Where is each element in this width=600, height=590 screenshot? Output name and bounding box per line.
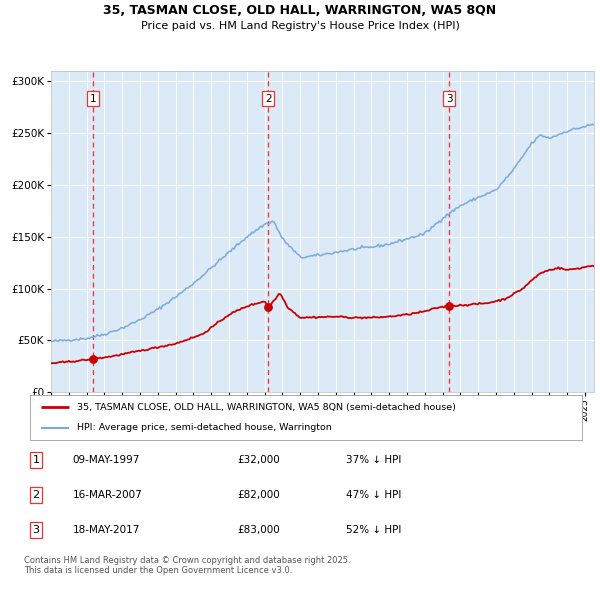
Text: Price paid vs. HM Land Registry's House Price Index (HPI): Price paid vs. HM Land Registry's House … xyxy=(140,21,460,31)
Text: 37% ↓ HPI: 37% ↓ HPI xyxy=(346,455,401,465)
Text: 1: 1 xyxy=(32,455,40,465)
Text: £83,000: £83,000 xyxy=(237,525,280,535)
Text: 3: 3 xyxy=(32,525,40,535)
Point xyxy=(445,301,454,311)
Text: 3: 3 xyxy=(446,94,452,104)
Text: 18-MAY-2017: 18-MAY-2017 xyxy=(73,525,140,535)
Text: 09-MAY-1997: 09-MAY-1997 xyxy=(73,455,140,465)
Text: 52% ↓ HPI: 52% ↓ HPI xyxy=(346,525,401,535)
Text: 2: 2 xyxy=(32,490,40,500)
Text: £32,000: £32,000 xyxy=(237,455,280,465)
Text: £82,000: £82,000 xyxy=(237,490,280,500)
Text: 35, TASMAN CLOSE, OLD HALL, WARRINGTON, WA5 8QN (semi-detached house): 35, TASMAN CLOSE, OLD HALL, WARRINGTON, … xyxy=(77,403,456,412)
Text: 2: 2 xyxy=(265,94,272,104)
Text: 16-MAR-2007: 16-MAR-2007 xyxy=(73,490,142,500)
Point xyxy=(263,303,273,312)
Text: Contains HM Land Registry data © Crown copyright and database right 2025.
This d: Contains HM Land Registry data © Crown c… xyxy=(24,556,350,575)
Point xyxy=(88,355,98,364)
Text: 47% ↓ HPI: 47% ↓ HPI xyxy=(346,490,401,500)
Text: 1: 1 xyxy=(89,94,96,104)
Text: HPI: Average price, semi-detached house, Warrington: HPI: Average price, semi-detached house,… xyxy=(77,423,332,432)
Text: 35, TASMAN CLOSE, OLD HALL, WARRINGTON, WA5 8QN: 35, TASMAN CLOSE, OLD HALL, WARRINGTON, … xyxy=(103,4,497,17)
